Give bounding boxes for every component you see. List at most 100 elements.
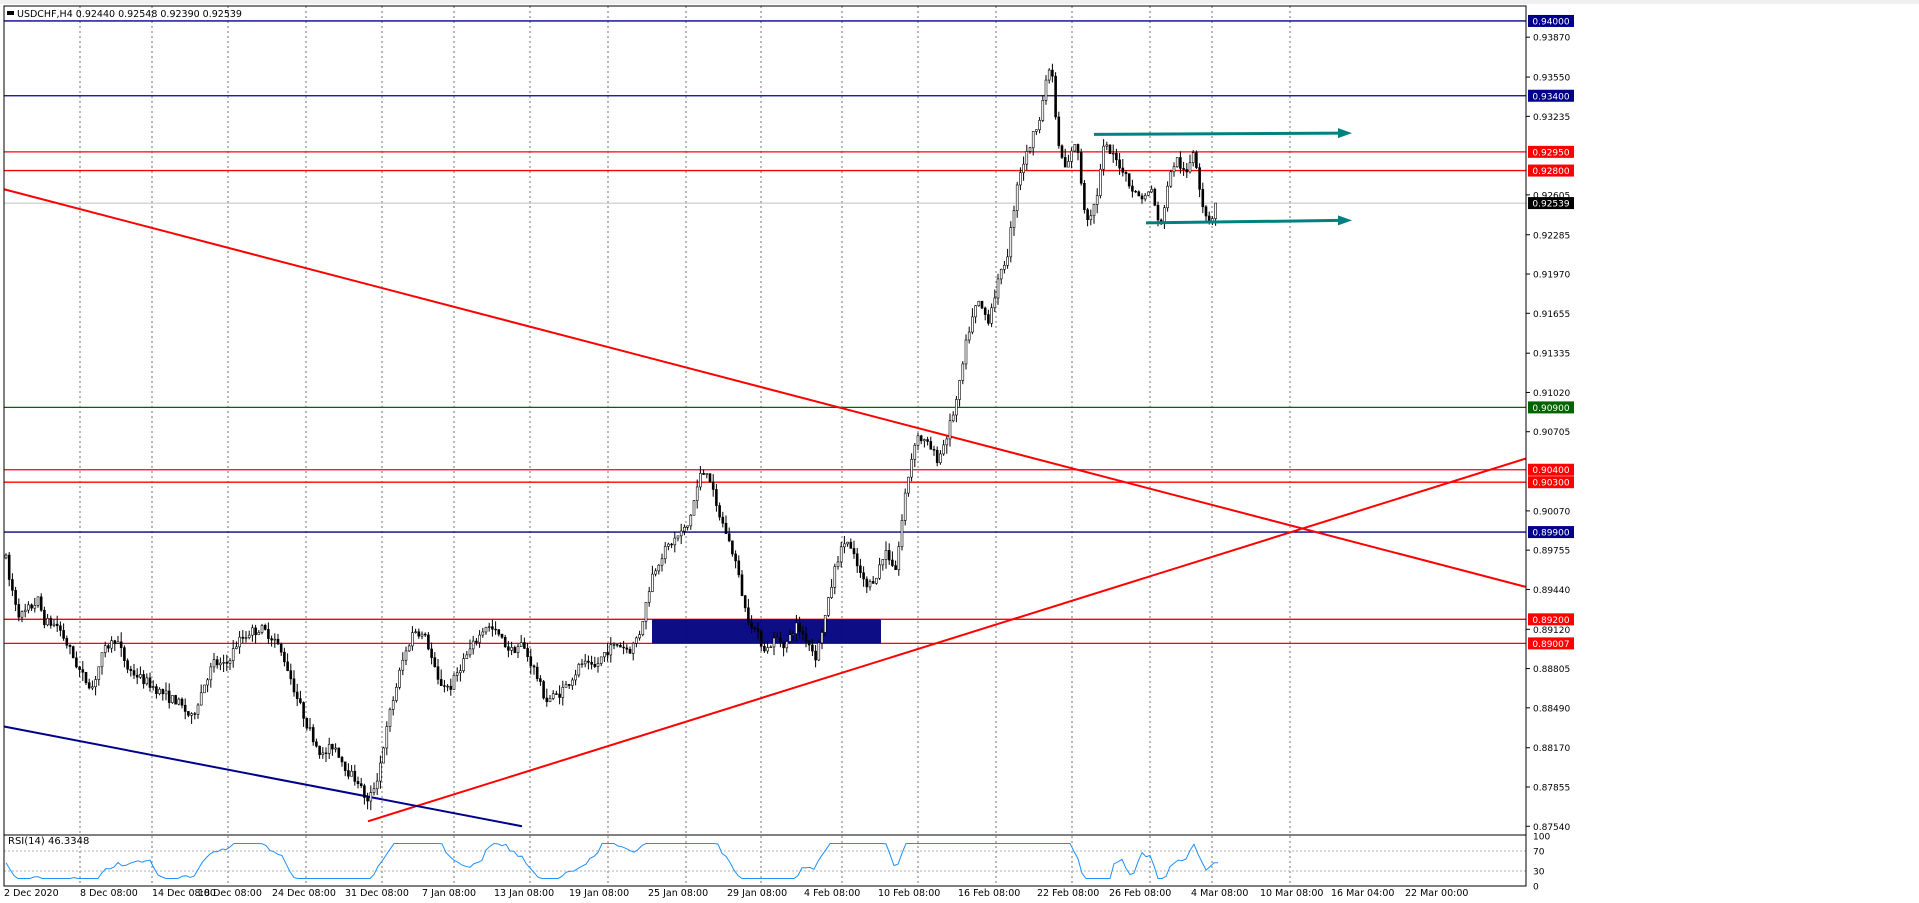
- candle-body: [1057, 116, 1061, 147]
- candle-body: [276, 638, 280, 645]
- candle-body: [737, 560, 741, 576]
- candle-body: [87, 682, 91, 689]
- candle-body: [689, 514, 693, 527]
- candle-body: [695, 486, 699, 501]
- candle-body: [740, 574, 744, 596]
- x-tick-label: 25 Jan 08:00: [648, 888, 708, 899]
- candle-body: [580, 663, 584, 665]
- candle-body: [539, 678, 542, 682]
- candle-body: [62, 630, 65, 639]
- candle-body: [507, 646, 510, 651]
- candle-body: [791, 633, 795, 635]
- candle-body: [900, 520, 904, 548]
- candle-body: [1079, 152, 1083, 184]
- y-tick-label: 0.87855: [1533, 784, 1570, 794]
- candle-body: [4, 554, 8, 559]
- candle-body: [206, 679, 209, 686]
- candle-body: [926, 439, 929, 442]
- candle-body: [1073, 144, 1077, 152]
- candle-body: [1060, 145, 1064, 158]
- candle-body: [785, 641, 789, 649]
- candle-body: [132, 670, 136, 676]
- candle-body: [110, 640, 113, 649]
- candle-body: [247, 634, 251, 638]
- candle-body: [945, 438, 949, 446]
- candle-body: [651, 573, 654, 592]
- candle-body: [446, 685, 449, 688]
- candle-body: [846, 541, 849, 545]
- candle-body: [967, 331, 971, 341]
- candle-body: [750, 622, 753, 629]
- candle-body: [823, 615, 827, 633]
- candle-body: [68, 644, 72, 647]
- candle-body: [1051, 69, 1054, 77]
- candle-body: [1191, 152, 1195, 164]
- level-tag-7: [1528, 526, 1574, 539]
- candle-body: [855, 553, 859, 567]
- candle-body: [382, 747, 385, 764]
- candle-body: [1127, 173, 1131, 187]
- candle-body: [727, 533, 731, 542]
- candle-body: [1063, 157, 1067, 168]
- candle-body: [545, 697, 549, 702]
- candle-body: [273, 638, 277, 641]
- candle-body: [961, 363, 965, 381]
- candle-body: [641, 621, 645, 635]
- level-tag-label: 0.89900: [1532, 529, 1569, 539]
- candle-body: [673, 537, 677, 546]
- candle-body: [1012, 210, 1016, 228]
- candle-body: [471, 640, 475, 650]
- candle-body: [391, 700, 395, 710]
- candle-body: [1009, 227, 1013, 258]
- candle-body: [1118, 159, 1121, 169]
- candle-body: [27, 604, 30, 611]
- candle-body: [423, 633, 427, 636]
- candle-body: [516, 646, 520, 654]
- candle-body: [1204, 206, 1208, 217]
- candle-body: [1022, 163, 1025, 173]
- candle-body: [462, 658, 465, 672]
- range-arrow-shaft-0: [1093, 131, 1341, 136]
- candle-body: [433, 657, 437, 668]
- x-tick-label: 10 Mar 08:00: [1260, 888, 1323, 899]
- candle-body: [561, 687, 565, 698]
- candle-body: [548, 698, 552, 702]
- candle-body: [116, 641, 120, 644]
- candle-body: [295, 691, 299, 699]
- candle-body: [612, 644, 616, 646]
- candle-body: [363, 785, 366, 798]
- y-tick-label: 0.88170: [1533, 744, 1570, 754]
- candle-body: [862, 572, 865, 580]
- candle-body: [135, 674, 139, 678]
- y-tick-label: 0.92605: [1533, 191, 1570, 201]
- x-tick-label: 4 Mar 08:00: [1191, 888, 1248, 899]
- candle-body: [145, 677, 149, 685]
- candle-body: [702, 472, 705, 475]
- candle-body: [449, 685, 453, 690]
- candle-body: [542, 681, 545, 699]
- candle-body: [71, 646, 75, 659]
- candle-body: [1172, 166, 1176, 173]
- candle-body: [609, 644, 613, 656]
- candle-body: [81, 669, 85, 673]
- price-axis: 0.93870 0.93550 0.93235 0.92605 0.92285 0.919…: [1526, 34, 1570, 833]
- candle-body: [311, 727, 315, 743]
- candle-body: [708, 473, 712, 483]
- y-tick-label: 0.88805: [1533, 665, 1570, 675]
- x-tick-label: 16 Mar 04:00: [1331, 888, 1394, 899]
- candle-body: [519, 642, 523, 647]
- candle-body: [491, 626, 494, 630]
- candle-body: [183, 704, 187, 712]
- y-tick-label: 0.87540: [1533, 823, 1570, 833]
- candle-body: [670, 543, 673, 546]
- candle-body: [372, 788, 376, 793]
- candle-body: [1102, 145, 1105, 170]
- candle-body: [820, 632, 824, 644]
- y-tick-label: 0.89440: [1533, 586, 1570, 596]
- candle-body: [180, 698, 184, 706]
- candle-body: [302, 702, 305, 719]
- candle-body: [532, 665, 536, 668]
- candle-body: [123, 647, 126, 661]
